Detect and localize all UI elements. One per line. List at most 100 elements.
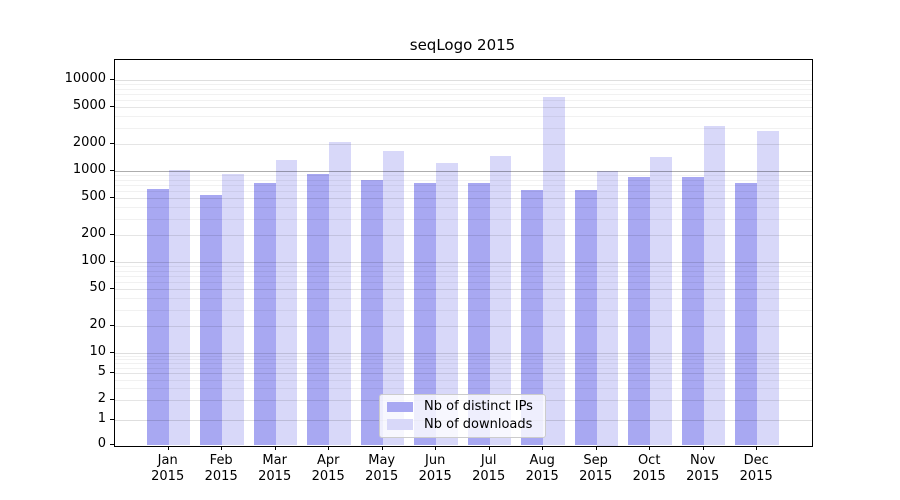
bar-distinct-ips-feb [200, 194, 223, 446]
bar-distinct-ips-apr [307, 173, 330, 446]
y-tick-10000 [110, 79, 114, 80]
bar-downloads-jan [168, 170, 191, 446]
gridline-1000 [115, 171, 812, 172]
bar-distinct-ips-jun [414, 182, 437, 446]
x-tick-label-jun: Jun 2015 [418, 452, 452, 484]
x-tick-label-apr: Apr 2015 [311, 452, 345, 484]
x-tick-label-oct: Oct 2015 [632, 452, 666, 484]
legend: Nb of distinct IPs Nb of downloads [379, 394, 546, 438]
y-tick-20 [110, 324, 114, 326]
gridline-minor-7000 [115, 94, 812, 96]
bar-distinct-ips-oct [628, 176, 651, 446]
x-tick-label-aug: Aug 2015 [525, 452, 559, 484]
gridline-minor-6000 [115, 100, 812, 102]
y-tick-1 [110, 419, 114, 420]
bar-distinct-ips-jan [146, 188, 169, 446]
gridline-minor-30 [115, 309, 812, 311]
y-tick-label-5000: 5000 [72, 98, 106, 114]
y-tick-5 [110, 372, 114, 374]
gridline-minor-8 [115, 359, 812, 361]
y-tick-1000 [110, 170, 114, 171]
gridline-minor-700 [115, 185, 812, 187]
chart-title: seqLogo 2015 [409, 36, 516, 54]
bar-distinct-ips-dec [735, 183, 758, 446]
gridline-10 [115, 353, 812, 354]
y-tick-label-10000: 10000 [64, 71, 106, 86]
gridline-minor-6 [115, 367, 812, 369]
x-tick-label-may: May 2015 [365, 452, 399, 484]
bar-distinct-ips-aug [521, 189, 544, 446]
legend-label-distinct-ips: Nb of distinct IPs [424, 399, 533, 415]
x-tick-label-jan: Jan 2015 [151, 452, 185, 484]
gridline-200 [115, 234, 812, 236]
x-tick-may [381, 445, 383, 450]
bar-distinct-ips-may [360, 179, 383, 446]
y-tick-label-1000: 1000 [72, 162, 106, 177]
bar-downloads-dec [757, 131, 779, 446]
x-tick-label-mar: Mar 2015 [258, 452, 292, 484]
bar-distinct-ips-jul [467, 183, 490, 446]
x-tick-jan [167, 445, 169, 450]
x-tick-sep [595, 445, 597, 450]
legend-label-downloads: Nb of downloads [424, 417, 533, 433]
y-tick-label-200: 200 [81, 225, 106, 241]
gridline-minor-9000 [115, 84, 812, 86]
gridline-5000 [115, 107, 812, 109]
gridline-5 [115, 373, 812, 375]
gridline-2000 [115, 143, 812, 145]
gridline-minor-8000 [115, 88, 812, 90]
x-tick-jul [488, 445, 490, 450]
bar-downloads-sep [596, 171, 619, 446]
bar-downloads-oct [650, 156, 672, 446]
bar-downloads-aug [543, 97, 565, 446]
gridline-minor-60 [115, 282, 812, 284]
x-tick-feb [221, 445, 223, 450]
gridline-minor-800 [115, 179, 812, 181]
y-tick-label-20: 20 [89, 316, 106, 332]
bar-downloads-jul [489, 155, 512, 446]
x-tick-apr [328, 445, 330, 450]
gridline-minor-900 [115, 175, 812, 177]
y-tick-500 [110, 197, 114, 199]
y-tick-100 [110, 261, 114, 262]
gridline-minor-40 [115, 298, 812, 300]
x-tick-oct [649, 445, 651, 450]
legend-swatch-distinct-ips [387, 401, 413, 413]
bar-distinct-ips-sep [574, 189, 597, 446]
gridline-minor-90 [115, 266, 812, 268]
legend-swatch-downloads [387, 419, 413, 430]
gridline-10000 [115, 80, 812, 81]
y-tick-5000 [110, 106, 114, 108]
gridline-minor-3 [115, 388, 812, 390]
y-tick-label-50: 50 [89, 280, 106, 296]
x-tick-label-nov: Nov 2015 [686, 452, 720, 484]
y-tick-0 [110, 444, 114, 446]
bar-downloads-mar [275, 160, 298, 446]
gridline-50 [115, 289, 812, 291]
plot-area [114, 59, 813, 447]
bar-downloads-apr [329, 141, 351, 446]
y-tick-label-0: 0 [97, 436, 106, 452]
bar-downloads-nov [703, 126, 726, 446]
x-tick-mar [274, 445, 276, 450]
gridline-minor-300 [115, 218, 812, 220]
legend-row-downloads: Nb of downloads [380, 416, 545, 433]
gridline-minor-9 [115, 356, 812, 358]
gridline-500 [115, 198, 812, 200]
y-tick-200 [110, 233, 114, 235]
gridline-minor-400 [115, 207, 812, 209]
x-tick-aug [542, 445, 544, 450]
bar-distinct-ips-nov [681, 177, 704, 446]
x-tick-label-dec: Dec 2015 [739, 452, 773, 484]
gridline-minor-7 [115, 363, 812, 365]
y-tick-2000 [110, 142, 114, 144]
x-tick-nov [702, 445, 704, 450]
x-tick-label-feb: Feb 2015 [204, 452, 238, 484]
gridline-minor-70 [115, 276, 812, 278]
bar-distinct-ips-mar [253, 182, 276, 446]
bar-downloads-feb [222, 174, 244, 446]
y-tick-label-2000: 2000 [72, 134, 106, 150]
gridline-minor-3000 [115, 127, 812, 129]
bar-downloads-may [382, 151, 405, 446]
